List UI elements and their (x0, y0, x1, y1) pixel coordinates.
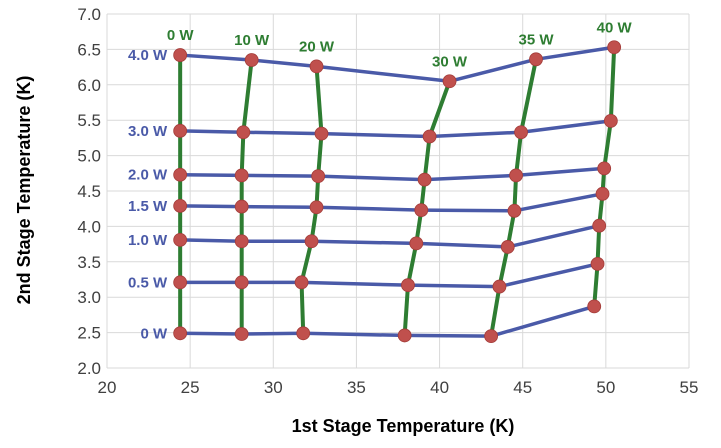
x-tick-label: 35 (347, 378, 366, 397)
data-point-marker (236, 125, 251, 140)
y-tick-label: 5.5 (77, 111, 101, 130)
data-point-marker (607, 40, 622, 55)
data-point-marker (314, 126, 329, 141)
data-point-marker (173, 48, 188, 62)
data-point-marker (590, 257, 605, 271)
data-markers (173, 40, 622, 344)
second-stage-load-line (180, 166, 605, 182)
data-point-marker (309, 59, 324, 74)
y-tick-label: 4.5 (77, 182, 101, 201)
data-point-marker (422, 129, 437, 144)
y-tick-label: 5.0 (77, 147, 101, 166)
data-point-marker (595, 186, 610, 201)
x-axis-title: 1st Stage Temperature (K) (292, 416, 515, 436)
first-stage-load-label: 20 W (299, 38, 335, 55)
x-tick-label: 30 (264, 378, 283, 397)
data-point-marker (492, 279, 507, 294)
x-tick-label: 20 (98, 378, 117, 397)
second-stage-load-label: 1.5 W (128, 198, 168, 215)
tick-labels: 20 25 30 35 40 45 50 55 2.0 2.5 3.0 3.5 4.0 4.5 5.0 5.5… (77, 5, 698, 397)
x-tick-label: 40 (430, 378, 449, 397)
data-point-marker (296, 326, 311, 341)
first-stage-load-label: 30 W (432, 53, 468, 70)
x-tick-label: 50 (596, 378, 615, 397)
y-tick-label: 3.5 (77, 253, 101, 272)
y-tick-label: 2.5 (77, 324, 101, 343)
first-stage-load-label: 10 W (234, 32, 270, 49)
data-point-marker (304, 234, 319, 249)
y-tick-label: 3.0 (77, 288, 101, 307)
second-stage-load-line (180, 192, 603, 213)
data-point-marker (309, 200, 324, 215)
second-stage-load-label: 1.0 W (128, 232, 168, 249)
x-tick-label: 25 (181, 378, 200, 397)
data-point-marker (234, 327, 249, 341)
y-tick-label: 6.0 (77, 76, 101, 95)
data-point-marker (173, 167, 188, 182)
x-tick-label: 45 (513, 378, 532, 397)
load-labels: 0 W 0.5 W 1.0 W 1.5 W 2.0 W 3.0 W 4.0 W 0 W 10 W… (128, 19, 633, 342)
data-point-marker (173, 198, 188, 213)
y-tick-label: 4.0 (77, 217, 101, 236)
second-stage-load-line (180, 304, 595, 338)
data-point-marker (414, 203, 429, 218)
first-stage-load-label: 35 W (519, 31, 555, 48)
second-stage-load-line (180, 223, 600, 249)
data-point-marker (173, 232, 188, 247)
data-point-marker (234, 275, 249, 290)
data-point-marker (417, 172, 432, 187)
first-stage-load-label: 40 W (597, 19, 633, 36)
data-point-marker (397, 328, 412, 343)
grid (106, 13, 690, 369)
second-stage-load-label: 3.0 W (128, 123, 168, 140)
data-point-marker (514, 125, 528, 140)
second-stage-load-line (180, 45, 615, 84)
data-point-marker (234, 199, 249, 214)
data-point-marker (500, 240, 515, 254)
first-stage-load-label: 0 W (167, 27, 195, 44)
data-point-marker (587, 299, 602, 314)
y-axis-title: 2nd Stage Temperature (K) (14, 76, 34, 305)
data-point-marker (507, 203, 522, 218)
second-stage-load-label: 2.0 W (128, 167, 168, 184)
y-tick-label: 6.5 (77, 40, 101, 59)
second-stage-load-label: 4.0 W (128, 47, 168, 64)
data-point-marker (311, 169, 326, 184)
x-tick-label: 55 (680, 378, 699, 397)
data-point-marker (529, 52, 543, 67)
data-point-marker (244, 53, 259, 67)
data-point-marker (173, 275, 188, 290)
second-stage-load-line (180, 262, 598, 289)
second-stage-load-label: 0.5 W (128, 274, 168, 291)
data-point-marker (173, 326, 188, 341)
data-point-marker (442, 74, 457, 89)
data-point-marker (401, 278, 415, 293)
second-stage-load-line (180, 119, 612, 139)
data-point-marker (234, 234, 249, 249)
data-point-marker (603, 114, 618, 128)
data-point-marker (597, 161, 612, 176)
data-point-marker (592, 218, 607, 233)
data-point-marker (173, 123, 188, 138)
y-tick-label: 2.0 (77, 359, 101, 378)
constant-second-stage-load-lines (180, 45, 615, 338)
data-point-marker (234, 168, 249, 183)
data-point-marker (294, 275, 309, 290)
data-point-marker (409, 236, 424, 251)
second-stage-load-label: 0 W (140, 325, 168, 342)
data-point-marker (484, 329, 499, 344)
y-tick-label: 7.0 (77, 5, 101, 24)
data-point-marker (509, 168, 523, 183)
